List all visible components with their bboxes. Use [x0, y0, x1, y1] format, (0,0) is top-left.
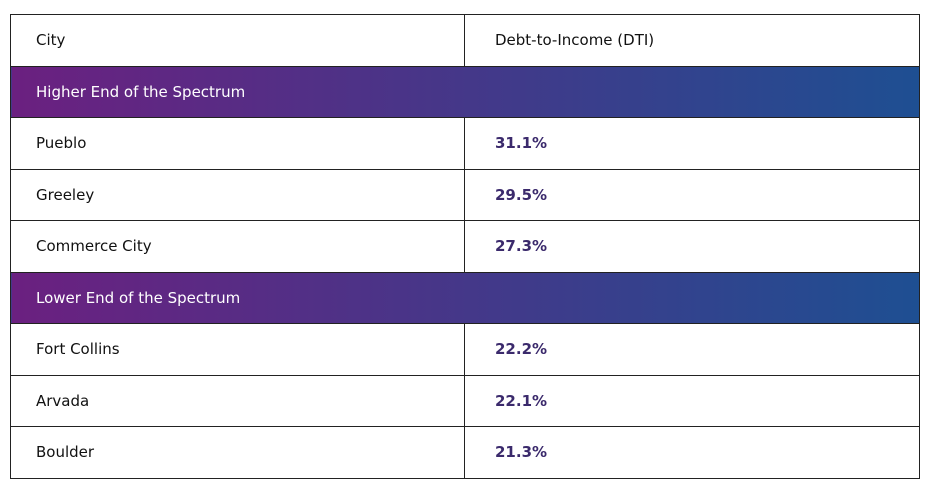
- city-cell: Commerce City: [10, 220, 465, 273]
- data-row: Boulder 21.3%: [10, 426, 920, 479]
- city-cell: Fort Collins: [10, 323, 465, 376]
- table-body: City Debt-to-Income (DTI) Higher End of …: [10, 14, 920, 479]
- dti-cell: 31.1%: [464, 117, 920, 170]
- dti-table: City Debt-to-Income (DTI) Higher End of …: [10, 14, 920, 479]
- data-row: Pueblo 31.1%: [10, 117, 920, 170]
- table-container: City Debt-to-Income (DTI) Higher End of …: [10, 14, 920, 479]
- header-row: City Debt-to-Income (DTI): [10, 14, 920, 67]
- section-title: Higher End of the Spectrum: [10, 65, 920, 118]
- dti-cell: 27.3%: [464, 220, 920, 273]
- header-cell: Debt-to-Income (DTI): [464, 14, 920, 67]
- city-cell: Greeley: [10, 168, 465, 221]
- data-row: Arvada 22.1%: [10, 374, 920, 427]
- dti-cell: 29.5%: [464, 168, 920, 221]
- city-cell: Arvada: [10, 374, 465, 427]
- city-cell: Pueblo: [10, 117, 465, 170]
- data-row: Fort Collins 22.2%: [10, 323, 920, 376]
- data-row: Greeley 29.5%: [10, 168, 920, 221]
- dti-cell: 22.2%: [464, 323, 920, 376]
- header-cell: City: [10, 14, 465, 67]
- dti-cell: 21.3%: [464, 426, 920, 479]
- section-title: Lower End of the Spectrum: [10, 271, 920, 324]
- dti-cell: 22.1%: [464, 374, 920, 427]
- section-row: Higher End of the Spectrum: [10, 65, 920, 118]
- section-row: Lower End of the Spectrum: [10, 271, 920, 324]
- data-row: Commerce City 27.3%: [10, 220, 920, 273]
- city-cell: Boulder: [10, 426, 465, 479]
